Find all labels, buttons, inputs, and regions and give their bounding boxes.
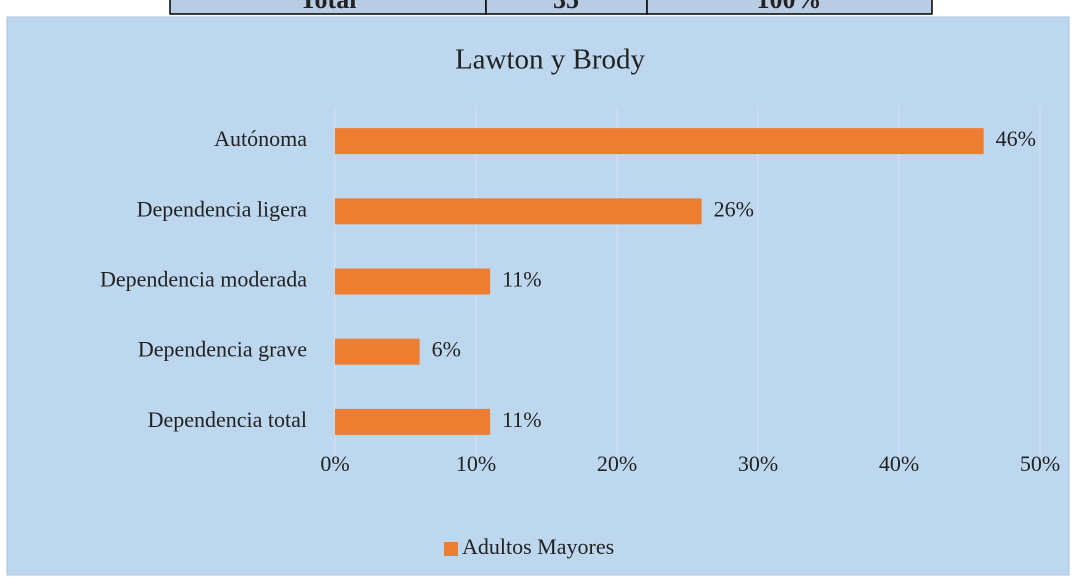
data-label: 6%: [432, 337, 461, 362]
bar: [335, 198, 702, 225]
table-cell-text: 35: [553, 0, 579, 14]
data-label: 11%: [502, 267, 542, 292]
bar: [335, 128, 984, 155]
x-tick-label: 10%: [456, 451, 496, 476]
x-tick-label: 0%: [320, 451, 349, 476]
x-tick-label: 40%: [879, 451, 919, 476]
y-tick-label: Dependencia grave: [138, 337, 307, 362]
y-tick-label: Autónoma: [214, 126, 307, 151]
table-cell: [646, 0, 933, 15]
legend-swatch: [444, 542, 458, 556]
table-row: Total 35 100%: [169, 0, 933, 15]
data-label: 26%: [714, 196, 754, 221]
x-tick-label: 30%: [738, 451, 778, 476]
chart-title: Lawton y Brody: [455, 44, 646, 76]
legend-label: Adultos Mayores: [462, 534, 614, 559]
y-tick-label: Dependencia total: [148, 407, 307, 432]
x-tick-label: 50%: [1020, 451, 1060, 476]
x-tick-label: 20%: [597, 451, 637, 476]
chart-background: [6, 16, 1070, 576]
y-tick-label: Dependencia ligera: [137, 196, 308, 221]
y-tick-label: Dependencia moderada: [100, 267, 307, 292]
bar: [335, 338, 420, 365]
bar: [335, 268, 491, 295]
data-label: 11%: [502, 407, 542, 432]
bar: [335, 408, 491, 435]
table-cell-text: Total: [300, 0, 357, 14]
table-cell-text: 100%: [757, 0, 822, 14]
data-label: 46%: [996, 126, 1036, 151]
